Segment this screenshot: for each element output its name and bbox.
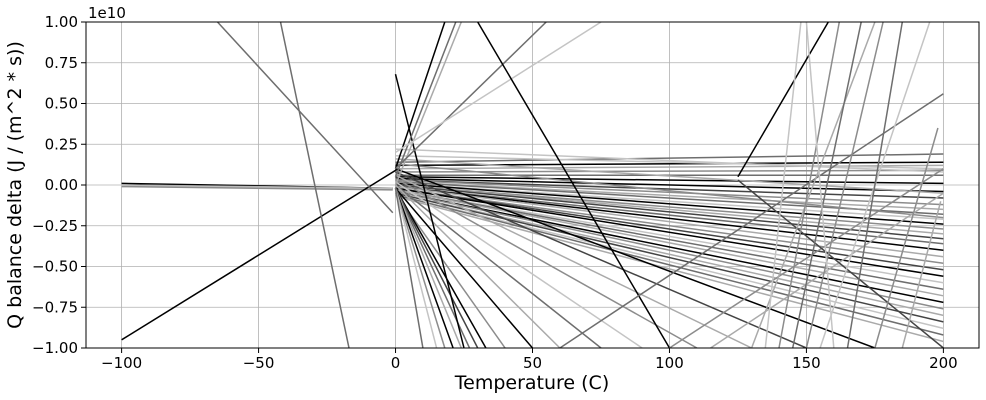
series-line (395, 185, 944, 245)
series-line (394, 188, 438, 348)
series-line (279, 22, 350, 348)
series-line (394, 188, 446, 348)
y-tick-label: 1.00 (45, 13, 78, 31)
series-line (395, 194, 944, 336)
series-line (395, 163, 944, 219)
x-tick-label: 150 (792, 354, 821, 372)
series-line (874, 127, 939, 348)
series-line (791, 22, 862, 348)
series-line (395, 180, 944, 211)
series-line (395, 182, 944, 225)
series-line (394, 188, 424, 348)
series-line (395, 158, 944, 194)
y-tick-label: 0.25 (45, 135, 78, 153)
series-line (805, 22, 835, 348)
y-tick-label: −0.50 (32, 258, 78, 276)
series-line (121, 168, 399, 341)
y-tick-label: 0.00 (45, 176, 78, 194)
series-line (394, 188, 462, 348)
y-tick-label: −0.25 (32, 217, 78, 235)
x-tick-label: −50 (243, 354, 275, 372)
series-line (395, 187, 944, 271)
series-line (395, 184, 944, 235)
series-line (395, 189, 944, 297)
series-line (394, 188, 454, 348)
x-tick-label: 200 (929, 354, 958, 372)
series-line (395, 177, 698, 348)
x-tick-label: 0 (391, 354, 401, 372)
y-tick-label: 0.75 (45, 54, 78, 72)
series-line (395, 148, 944, 173)
series-group (121, 22, 944, 348)
series-line (477, 22, 671, 348)
series-line (805, 22, 884, 348)
series-line (395, 190, 944, 304)
series-line (394, 22, 446, 169)
series-line (395, 189, 944, 284)
series-line (559, 93, 944, 348)
series-line (395, 185, 944, 251)
series-line (395, 154, 944, 170)
y-offset-label: 1e10 (88, 4, 126, 22)
y-axis-label: Q balance delta (J / (m^2 * s)) (4, 41, 26, 329)
series-line (395, 174, 752, 348)
series-line (121, 185, 393, 190)
series-line (395, 22, 602, 154)
series-line (395, 194, 944, 330)
series-line (121, 184, 393, 190)
series-line (395, 179, 944, 206)
series-line (395, 192, 944, 323)
series-line (395, 176, 944, 185)
series-line (737, 22, 829, 178)
series-line (394, 187, 534, 348)
series-line (395, 184, 944, 230)
series-line (750, 22, 876, 348)
series-line (394, 74, 465, 348)
series-line (395, 185, 944, 258)
series-line (216, 22, 394, 214)
series-line (395, 182, 944, 220)
series-line (669, 168, 944, 348)
x-axis-ticks: −100 −50 0 50 100 150 200 (101, 348, 958, 372)
series-line (846, 22, 904, 348)
series-line (395, 169, 944, 173)
x-tick-label: −100 (101, 354, 142, 372)
series-line (778, 22, 841, 348)
x-tick-label: 50 (523, 354, 542, 372)
series-line (394, 187, 487, 348)
series-line (394, 22, 457, 178)
series-line (394, 184, 561, 348)
x-tick-label: 100 (655, 354, 684, 372)
x-axis-label: Temperature (C) (454, 372, 610, 394)
series-line (395, 179, 944, 199)
series-line (394, 187, 479, 348)
series-line (395, 177, 944, 193)
series-line (395, 184, 944, 240)
series-line (394, 22, 547, 170)
y-tick-label: −1.00 (32, 339, 78, 357)
y-tick-label: −0.75 (32, 298, 78, 316)
series-line (901, 201, 942, 348)
series-line (764, 22, 802, 348)
series-line (394, 192, 506, 348)
series-line (395, 192, 944, 317)
y-tick-label: 0.50 (45, 95, 78, 113)
series-line (121, 185, 393, 191)
series-line (395, 167, 876, 348)
y-axis-ticks: −1.00 −0.75 −0.50 −0.25 0.00 0.25 0.50 0.75 1.00 (32, 13, 86, 357)
series-line (395, 171, 807, 348)
